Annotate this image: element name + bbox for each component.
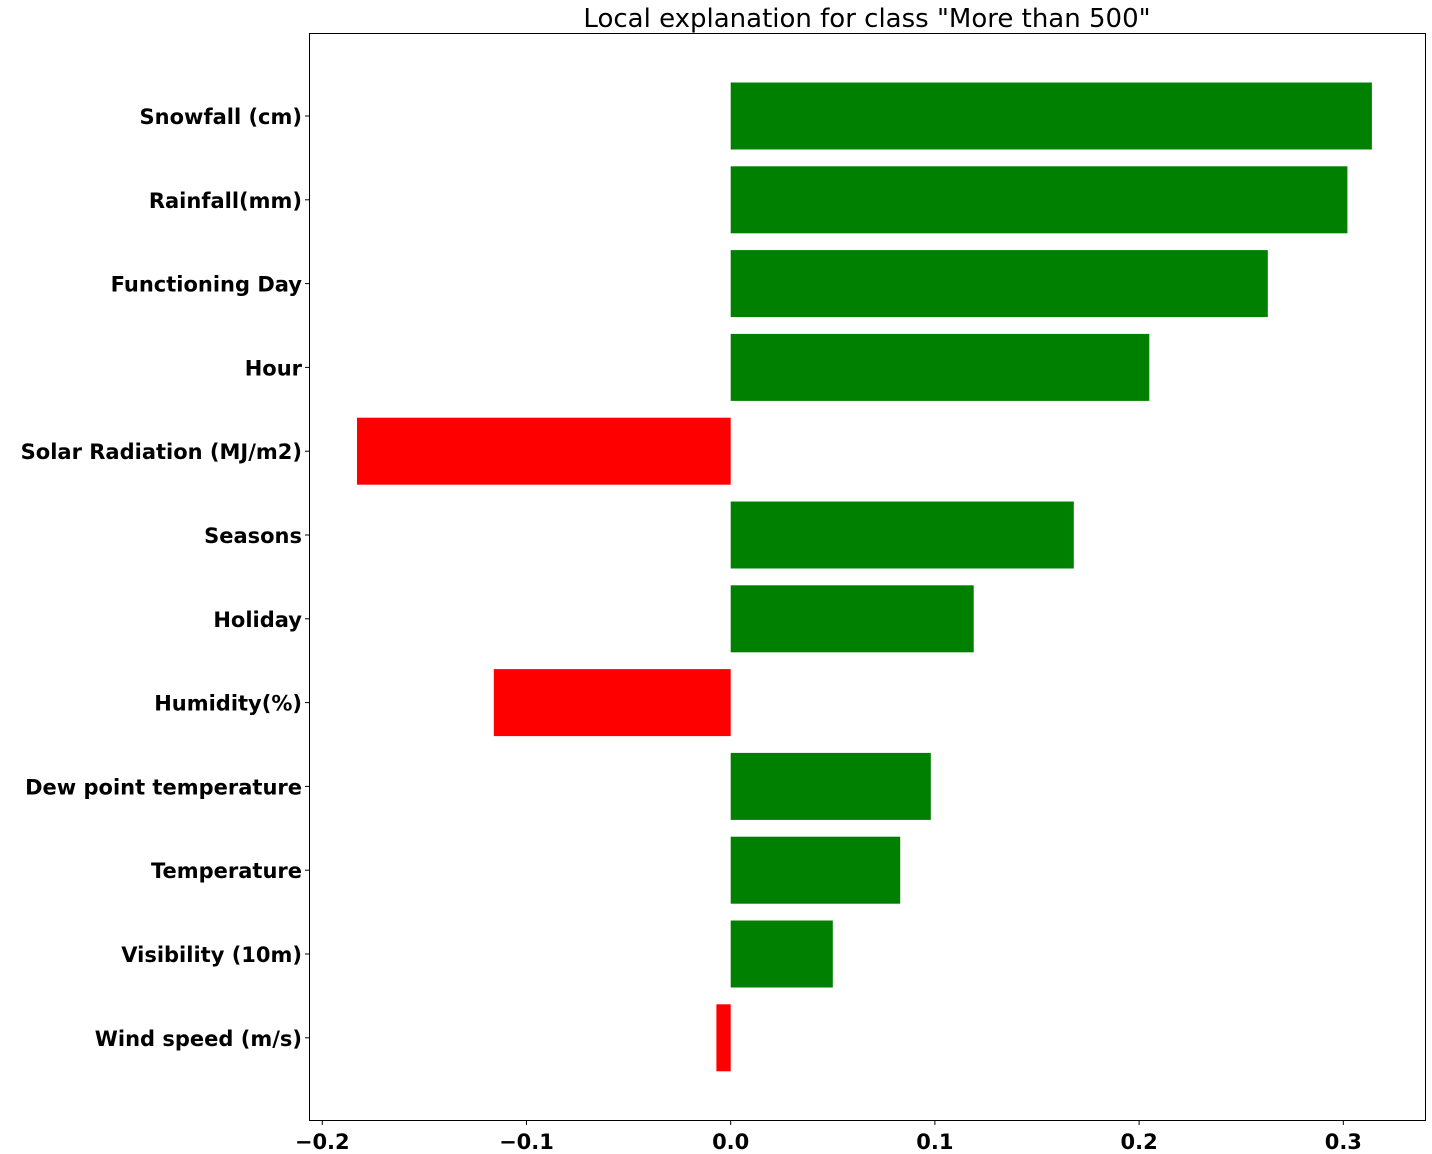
- bar-rainfall-mm: [730, 166, 1348, 234]
- y-label-snowfall-cm: Snowfall (cm): [140, 105, 302, 129]
- bar-visibility-10m: [730, 920, 833, 988]
- bar-wind-speed-m-s: [716, 1004, 731, 1072]
- y-label-dew-point-temperature: Dew point temperature: [25, 775, 302, 799]
- chart-title: Local explanation for class "More than 5…: [583, 4, 1150, 34]
- x-tick-label: −0.2: [295, 1130, 350, 1154]
- y-label-rainfall-mm: Rainfall(mm): [149, 189, 302, 213]
- plot-frame: [309, 33, 1426, 1121]
- y-label-solar-radiation-mj-m2: Solar Radiation (MJ/m2): [21, 440, 302, 464]
- y-label-hour: Hour: [245, 356, 303, 380]
- bar-holiday: [730, 585, 974, 653]
- bar-solar-radiation-mj-m2: [357, 417, 731, 485]
- y-label-temperature: Temperature: [151, 859, 302, 883]
- y-label-holiday: Holiday: [213, 608, 302, 632]
- x-tick-label: 0.3: [1325, 1130, 1362, 1154]
- y-label-humidity: Humidity(%): [154, 692, 302, 716]
- y-label-visibility-10m: Visibility (10m): [121, 943, 302, 967]
- y-axis-labels: Snowfall (cm) Rainfall(mm) Functioning Day…: [21, 105, 310, 1051]
- y-label-seasons: Seasons: [204, 524, 302, 548]
- bar-seasons: [730, 501, 1074, 569]
- x-tick-label: 0.2: [1121, 1130, 1158, 1154]
- bars-group: [357, 82, 1372, 1072]
- x-tick-label: −0.1: [499, 1130, 554, 1154]
- x-tick-label: 0.0: [712, 1130, 749, 1154]
- bar-hour: [730, 333, 1150, 401]
- bar-humidity: [493, 669, 731, 737]
- bar-functioning-day: [730, 250, 1268, 318]
- bar-dew-point-temperature: [730, 752, 931, 820]
- bar-snowfall-cm: [730, 82, 1372, 150]
- y-label-wind-speed-m-s: Wind speed (m/s): [95, 1027, 302, 1051]
- bar-temperature: [730, 836, 901, 904]
- y-label-functioning-day: Functioning Day: [111, 273, 303, 297]
- x-tick-label: 0.1: [916, 1130, 953, 1154]
- x-axis-ticks: −0.2 −0.1 0.0 0.1 0.2 0.3: [295, 1120, 1362, 1154]
